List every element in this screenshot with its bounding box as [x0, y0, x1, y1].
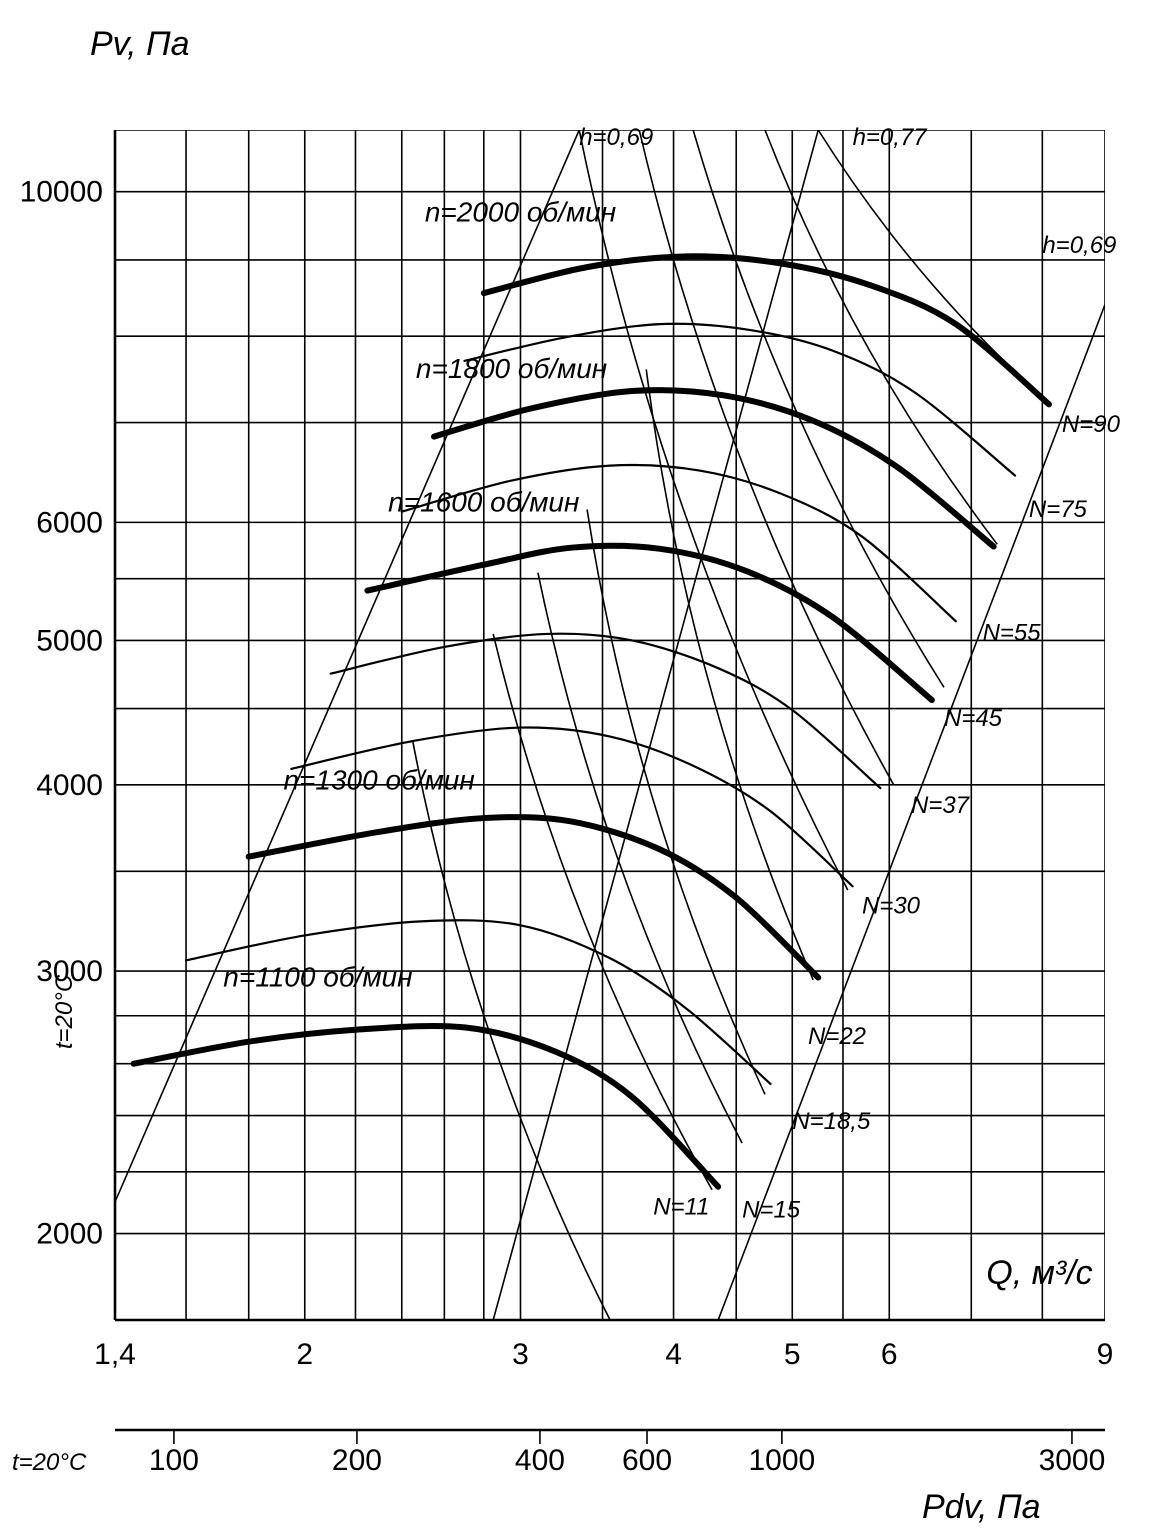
y-axis-title: Pv, Па [90, 25, 190, 63]
power-label: N=75 [1029, 496, 1088, 523]
y-tick-label: 4000 [36, 769, 103, 802]
x-tick-label: 3 [512, 1338, 529, 1371]
x-tick-label: 6 [881, 1338, 898, 1371]
y-tick-label: 5000 [36, 624, 103, 657]
power-label: N=18,5 [792, 1108, 871, 1135]
power-label: N=15 [742, 1197, 801, 1224]
x2-tick-label: 600 [622, 1444, 672, 1477]
power-label: N=11 [653, 1193, 709, 1220]
efficiency-label: h=0,77 [853, 124, 929, 151]
x2-note: t=20°C [12, 1449, 87, 1476]
speed-curve-label: n=1100 об/мин [223, 961, 412, 992]
fan-performance-chart: Pv, Па 2000 3000 4000 5000 6000 10000 1,4 2 3 4 5 6 9… [0, 0, 1155, 1536]
x-tick-label: 9 [1097, 1338, 1114, 1371]
speed-curve-label: n=1800 об/мин [416, 353, 607, 384]
x2-tick-label: 400 [515, 1444, 565, 1477]
speed-curve-label: n=1300 об/мин [283, 765, 474, 796]
x-tick-label: 4 [665, 1338, 682, 1371]
power-label: N=30 [862, 892, 921, 919]
y-side-note: t=20°C [51, 974, 78, 1049]
x-tick-label: 2 [296, 1338, 313, 1371]
x2-tick-label: 3000 [1039, 1444, 1106, 1477]
x-tick-label: 1,4 [94, 1338, 136, 1371]
x2-tick-label: 1000 [749, 1444, 816, 1477]
power-label: N=55 [983, 619, 1042, 646]
y-tick-label: 10000 [20, 176, 103, 209]
chart-svg: Pv, Па 2000 3000 4000 5000 6000 10000 1,4 2 3 4 5 6 9… [0, 0, 1155, 1536]
y-tick-label: 6000 [36, 506, 103, 539]
power-label: N=37 [911, 792, 971, 819]
x-tick-label: 5 [784, 1338, 801, 1371]
y-tick-label: 2000 [36, 1218, 103, 1251]
power-label: N=90 [1062, 411, 1121, 438]
power-label: N=22 [808, 1023, 866, 1050]
speed-curve-label: n=2000 об/мин [425, 197, 616, 228]
speed-curve-label: n=1600 об/мин [388, 487, 579, 518]
efficiency-label: h=0,69 [1042, 232, 1116, 259]
x2-axis-title: Pdv, Па [922, 1488, 1041, 1526]
power-label: N=45 [944, 705, 1003, 732]
x-axis-title: Q, м³/с [986, 1254, 1092, 1292]
x2-tick-label: 100 [149, 1444, 199, 1477]
x2-tick-label: 200 [332, 1444, 382, 1477]
efficiency-label: h=0,69 [579, 124, 653, 151]
